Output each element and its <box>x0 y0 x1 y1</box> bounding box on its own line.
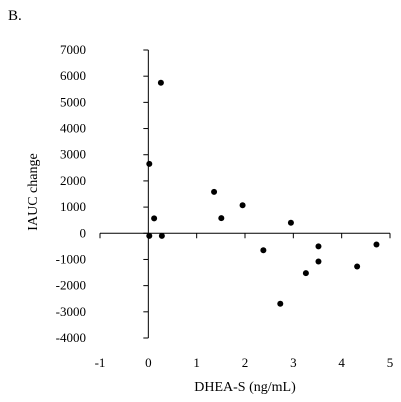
data-point <box>277 300 284 307</box>
y-tick-label: -4000 <box>56 330 86 345</box>
data-point <box>218 215 225 222</box>
x-tick-label: 2 <box>242 355 249 370</box>
y-tick-label: 6000 <box>60 68 86 83</box>
data-point <box>302 270 309 277</box>
y-tick-label: 7000 <box>60 42 86 57</box>
y-axis: -4000 -3000 -2000 -1000 0 1000 2000 3000 4000 500… <box>56 42 149 345</box>
data-point <box>146 160 153 167</box>
panel-label: B. <box>8 8 22 24</box>
data-point <box>158 232 165 239</box>
data-point <box>315 258 322 265</box>
y-axis-label: IAUC change <box>26 153 41 230</box>
y-tick-label: -3000 <box>56 304 86 319</box>
data-point <box>260 247 267 254</box>
y-tick-label: -2000 <box>56 278 86 293</box>
data-point <box>373 241 380 248</box>
data-point <box>157 79 164 86</box>
y-tick-label: 1000 <box>60 199 86 214</box>
y-tick-label: 3000 <box>60 147 86 162</box>
data-point <box>239 202 246 209</box>
x-tick-label: 1 <box>193 355 200 370</box>
x-axis: -1 0 1 2 3 4 5 <box>95 232 394 370</box>
y-tick-label: 4000 <box>60 121 86 136</box>
x-tick-label: 3 <box>290 355 297 370</box>
data-point <box>151 215 158 222</box>
data-point <box>146 232 153 239</box>
y-tick-label: 2000 <box>60 173 86 188</box>
y-tick-label: 5000 <box>60 94 86 109</box>
x-tick-label: 0 <box>145 355 152 370</box>
x-tick-label: -1 <box>95 355 106 370</box>
y-tick-label: 0 <box>80 225 87 240</box>
y-tick-label: -1000 <box>56 251 86 266</box>
x-tick-label: 5 <box>387 355 394 370</box>
data-point <box>354 263 361 270</box>
data-point <box>211 188 218 195</box>
data-points <box>146 79 380 307</box>
data-point <box>315 243 322 250</box>
x-axis-label: DHEA-S (ng/mL) <box>194 380 296 395</box>
x-tick-label: 4 <box>338 355 345 370</box>
data-point <box>287 219 294 226</box>
